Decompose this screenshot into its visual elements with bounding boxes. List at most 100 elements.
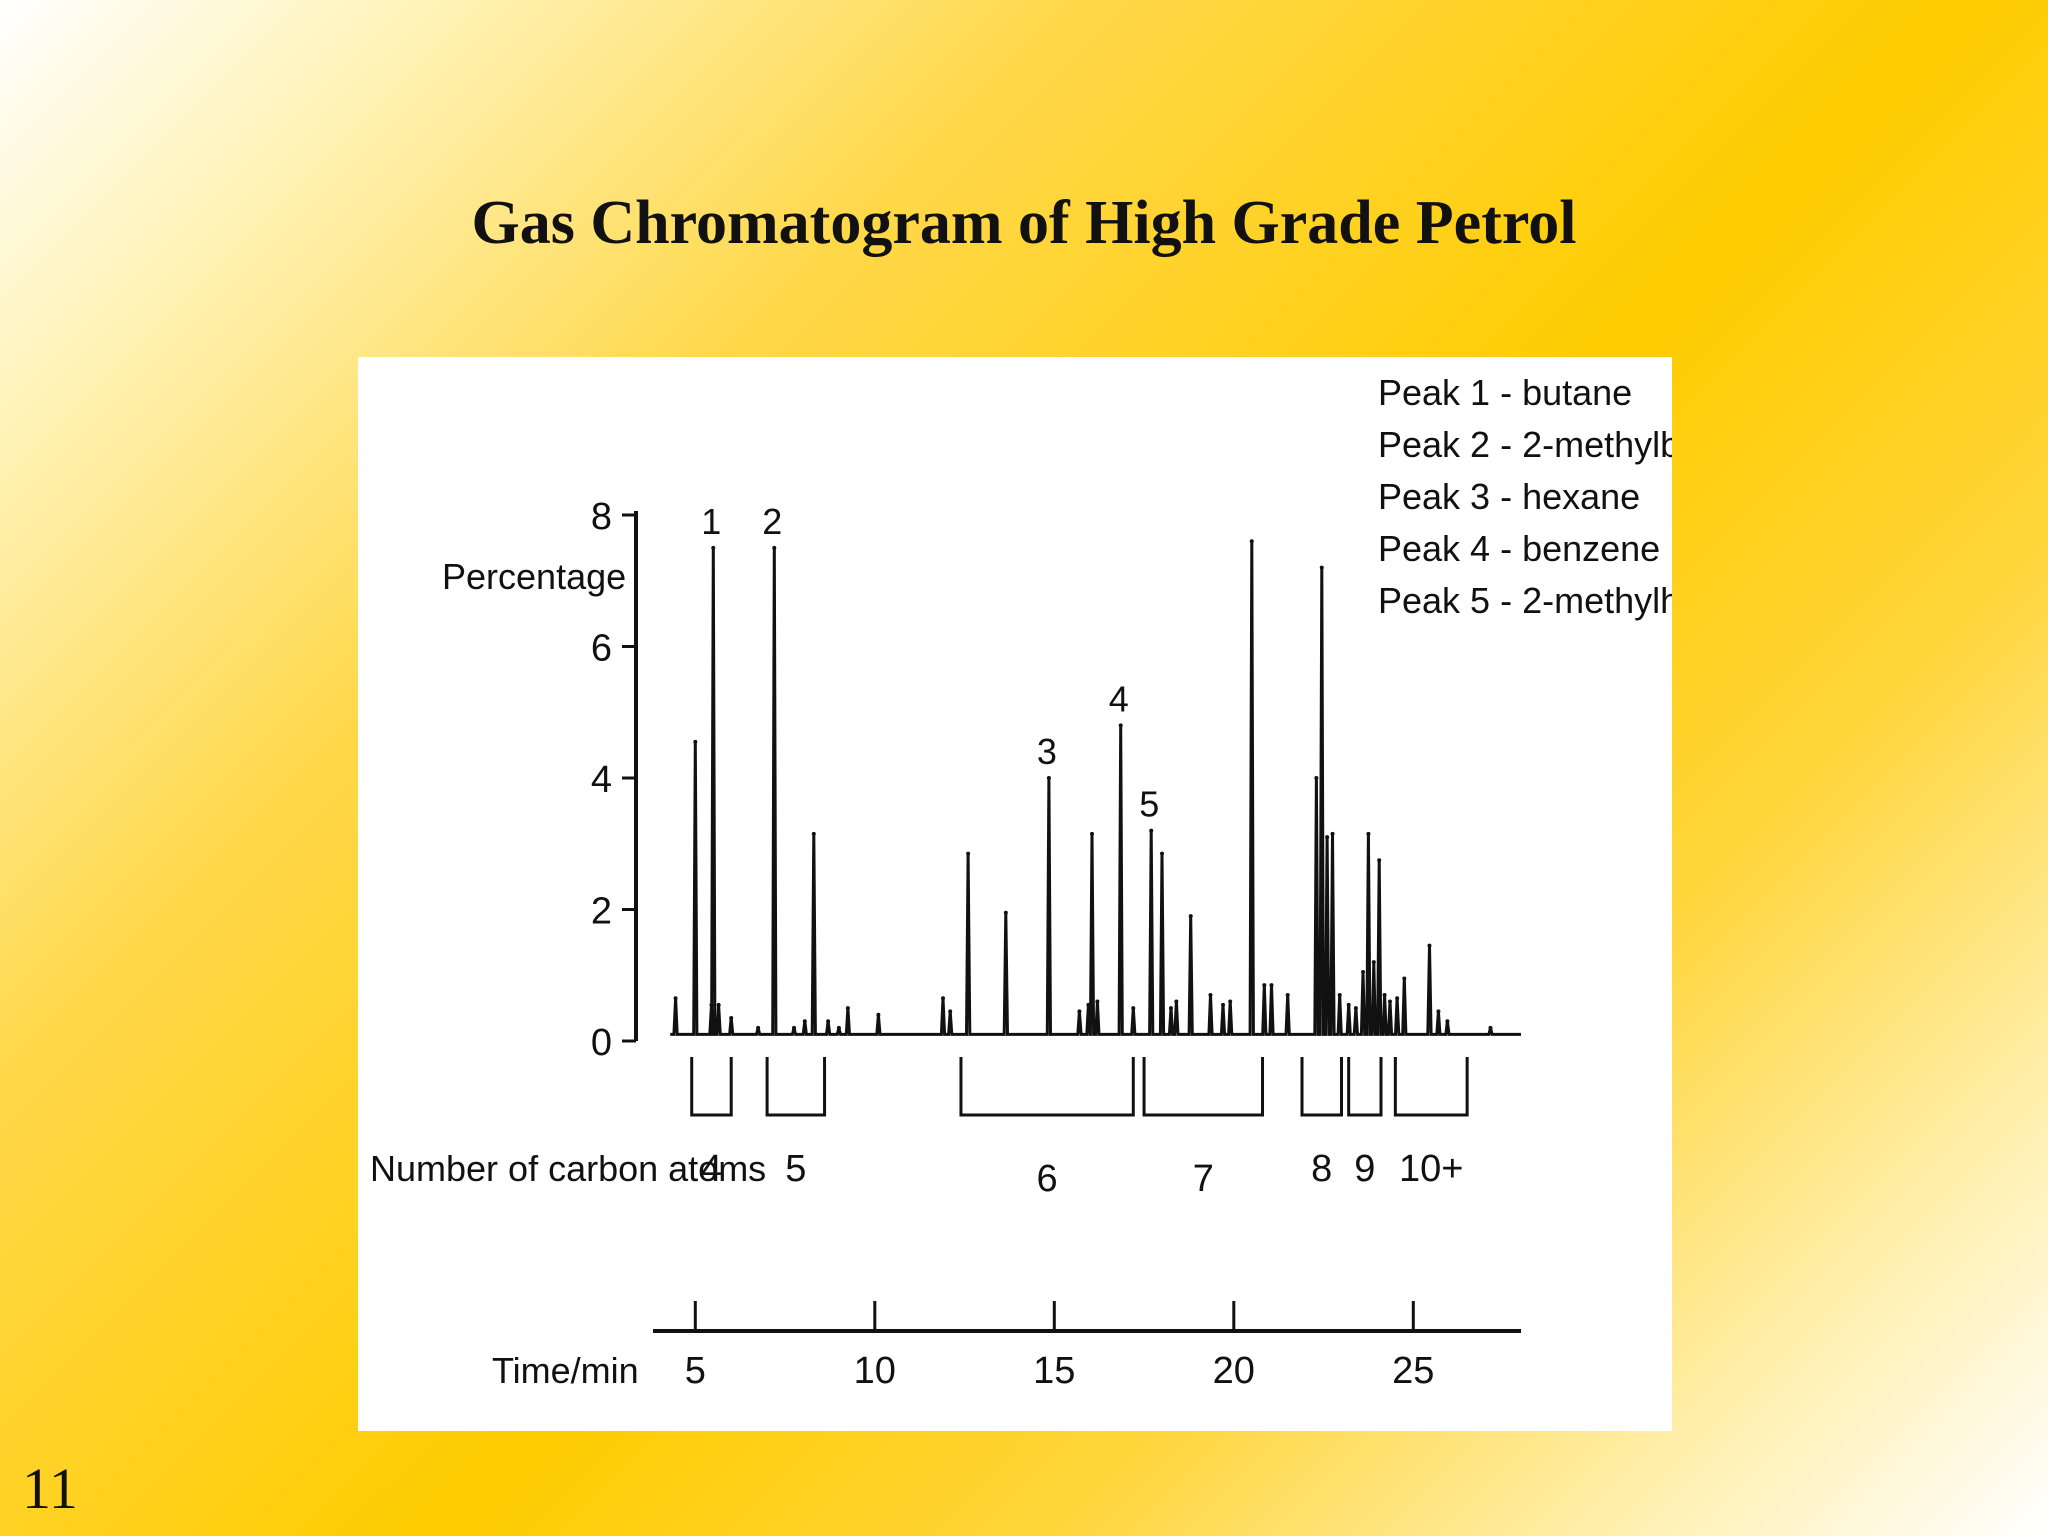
time-tick-label: 10: [854, 1350, 896, 1392]
peak-point: [1319, 565, 1324, 570]
peak-point: [1285, 992, 1290, 997]
peak-point: [1361, 969, 1366, 974]
peak-point: [1095, 999, 1100, 1004]
y-tick-label: 2: [591, 891, 612, 933]
carbon-bracket: [765, 1057, 827, 1117]
carbon-group-label: 9: [1354, 1148, 1375, 1190]
peak-point: [756, 1025, 761, 1030]
chart-panel: Peak 1 - butane Peak 2 - 2-methylbutane Pe…: [358, 357, 1672, 1431]
peak-point: [1086, 1002, 1091, 1007]
peak-point: [693, 739, 698, 744]
carbon-group-label: 4: [701, 1148, 722, 1190]
peak-point: [1077, 1009, 1082, 1014]
carbon-group-label: 5: [785, 1148, 806, 1190]
peak-point: [1188, 914, 1193, 919]
peak-point: [1131, 1006, 1136, 1011]
time-axis-label: Time/min: [492, 1350, 639, 1391]
carbon-number-axis: 4 5 6 7 8 9 10+ Number of carbon atoms: [370, 1057, 1469, 1200]
time-tick-label: 25: [1392, 1350, 1434, 1392]
time-tick-label: 15: [1033, 1350, 1075, 1392]
peak-point: [811, 831, 816, 836]
peak-point: [709, 1002, 714, 1007]
carbon-bracket: [1347, 1057, 1383, 1117]
peak-point: [948, 1009, 953, 1014]
peak-point: [1387, 999, 1392, 1004]
peak-point: [1382, 992, 1387, 997]
peak-point: [1366, 831, 1371, 836]
peak-point: [1249, 539, 1254, 544]
carbon-bracket: [959, 1057, 1135, 1117]
peak-point: [836, 1025, 841, 1030]
peak-point: [1353, 1006, 1358, 1011]
peak-point: [1402, 976, 1407, 981]
peak-point: [1160, 851, 1165, 856]
time-tick-label: 20: [1213, 1350, 1255, 1392]
peak-point: [1090, 831, 1094, 836]
peak-point: [826, 1019, 831, 1024]
peak-point: [1346, 1002, 1351, 1007]
y-tick-label: 0: [591, 1022, 612, 1064]
peak-point: [802, 1019, 807, 1024]
peak-point: [716, 1002, 721, 1007]
time-axis: 5 10 15 20 25 Time/min: [492, 1301, 1521, 1392]
legend-entry: Peak 3 - hexane: [1378, 476, 1640, 517]
legend-entry: Peak 4 - benzene: [1378, 528, 1660, 569]
y-tick-label: 4: [591, 759, 612, 801]
peak-point: [1168, 1006, 1173, 1011]
legend: Peak 1 - butane Peak 2 - 2-methylbutane Pe…: [1378, 372, 1672, 621]
peak-point: [941, 996, 946, 1001]
carbon-group-label: 7: [1193, 1158, 1214, 1200]
peak-label: 4: [1109, 678, 1129, 719]
carbon-bracket: [1142, 1057, 1265, 1117]
carbon-bracket: [690, 1057, 733, 1117]
carbon-group-label: 6: [1037, 1158, 1058, 1200]
legend-entry: Peak 1 - butane: [1378, 372, 1632, 413]
peak-point: [1228, 999, 1233, 1004]
peak-point: [1395, 996, 1400, 1001]
peak-point: [1371, 960, 1376, 965]
carbon-group-label: 8: [1311, 1148, 1332, 1190]
peak-label: 3: [1037, 731, 1057, 772]
peak-label: 2: [762, 501, 782, 542]
legend-entry: Peak 5 - 2-methylhexane: [1378, 580, 1672, 621]
peak-point: [1174, 999, 1179, 1004]
peak-labels: 1 2 3 4 5: [701, 501, 1159, 825]
peak-label: 1: [701, 501, 721, 542]
chromatogram-chart: Peak 1 - butane Peak 2 - 2-methylbutane Pe…: [370, 372, 1672, 1392]
slide-number: 11: [22, 1456, 78, 1521]
peak-point: [876, 1012, 881, 1017]
peak-label: 5: [1139, 784, 1159, 825]
peak-point: [792, 1025, 797, 1030]
peak-point: [1330, 831, 1335, 836]
peak-point: [1003, 910, 1008, 915]
peak-point: [1314, 776, 1319, 780]
chromatogram-trace: [670, 539, 1521, 1036]
time-tick-label: 5: [685, 1350, 706, 1392]
slide-title: Gas Chromatogram of High Grade Petrol: [471, 189, 1577, 257]
carbon-axis-label: Number of carbon atoms: [370, 1148, 766, 1189]
carbon-group-label: 10+: [1399, 1148, 1463, 1190]
peak-point: [1149, 828, 1154, 833]
peak-point: [1436, 1009, 1441, 1014]
peak-point: [729, 1015, 734, 1020]
carbon-bracket: [1300, 1057, 1344, 1117]
peak-point: [1337, 992, 1342, 997]
y-tick-label: 8: [591, 496, 612, 538]
peak-point: [1377, 858, 1382, 863]
carbon-bracket: [1393, 1057, 1469, 1117]
peak-point: [711, 545, 716, 550]
peak-point: [1221, 1002, 1226, 1007]
peak-point: [1427, 943, 1432, 948]
y-axis: 0 2 4 6 8 Percentage: [442, 496, 638, 1064]
legend-entry: Peak 2 - 2-methylbutane: [1378, 424, 1672, 465]
peak-point: [1118, 723, 1123, 728]
peak-point: [1208, 992, 1213, 997]
y-axis-label: Percentage: [442, 556, 626, 597]
peak-point: [1445, 1019, 1450, 1024]
peak-point: [1325, 835, 1330, 840]
peak-point: [1262, 983, 1267, 988]
peak-point: [1269, 983, 1274, 988]
peak-point: [673, 996, 678, 1001]
peak-point: [1488, 1025, 1493, 1030]
y-tick-label: 6: [591, 628, 612, 670]
